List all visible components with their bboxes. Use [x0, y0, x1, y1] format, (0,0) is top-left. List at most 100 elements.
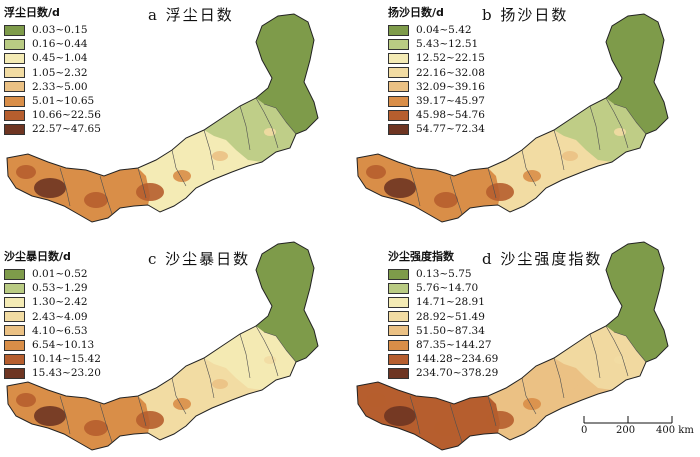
legend-item: 87.35~144.27	[388, 338, 498, 352]
legend-range-label: 0.13~5.75	[416, 268, 472, 281]
legend-swatch	[388, 311, 409, 323]
value-patch	[523, 398, 541, 410]
legend-item: 1.05~2.32	[4, 66, 101, 80]
scale-label-200: 200	[616, 425, 636, 436]
league-border	[255, 97, 279, 149]
league-border	[553, 357, 565, 399]
value-patch	[366, 165, 386, 179]
legend-range-label: 15.43~23.20	[32, 367, 101, 380]
legend-rows-b: 0.04~5.42 5.43~12.51 12.52~22.15 22.16~32.0…	[388, 23, 485, 137]
league-border	[605, 97, 629, 149]
legend-swatch	[4, 95, 25, 107]
legend-range-label: 12.52~22.15	[416, 52, 485, 65]
league-border	[99, 403, 113, 443]
map-panel-b: b 扬沙日数 扬沙日数/d 0.04~5.42 5.43~12.51 12.52~2…	[350, 0, 690, 225]
value-patch	[562, 379, 578, 389]
league-border	[171, 149, 187, 187]
league-border	[255, 325, 279, 377]
league-border	[487, 167, 497, 199]
north-zone	[606, 14, 668, 134]
legend-item: 144.28~234.69	[388, 352, 498, 366]
legend-rows-c: 0.01~0.52 0.53~1.29 1.30~2.42 2.43~4.09 4.10…	[4, 267, 101, 381]
legend-swatch	[388, 24, 409, 36]
value-patch	[264, 128, 276, 136]
map-panel-c: c 沙尘暴日数 沙尘暴日数/d 0.01~0.52 0.53~1.29 1.30~2…	[0, 228, 340, 453]
region-outline	[356, 241, 669, 451]
legend-item: 5.43~12.51	[388, 37, 485, 51]
legend-swatch	[4, 367, 25, 379]
league-border	[521, 377, 537, 415]
value-patch	[523, 170, 541, 182]
legend-range-label: 0.16~0.44	[32, 38, 88, 51]
legend-item: 4.10~6.53	[4, 324, 101, 338]
legend-range-label: 14.71~28.91	[416, 296, 485, 309]
east-zone	[554, 326, 646, 390]
league-border	[171, 377, 187, 415]
legend-swatch	[4, 24, 25, 36]
league-border	[263, 103, 287, 123]
league-border	[409, 395, 421, 435]
league-border	[239, 105, 251, 151]
league-border	[239, 333, 251, 379]
legend-item: 2.43~4.09	[4, 310, 101, 324]
scale-bar-line	[583, 416, 673, 424]
value-patch	[434, 192, 458, 208]
legend-item: 1.30~2.42	[4, 295, 101, 309]
legend-item: 6.54~10.13	[4, 338, 101, 352]
legend-item: 22.16~32.08	[388, 66, 485, 80]
legend-item: 5.01~10.65	[4, 94, 101, 108]
legend-a: 浮尘日数/d 0.03~0.15 0.16~0.44 0.45~1.04 1.05~2…	[4, 4, 101, 137]
league-border	[487, 395, 497, 427]
legend-item: 0.01~0.52	[4, 267, 101, 281]
league-border	[59, 167, 71, 207]
legend-swatch	[4, 52, 25, 64]
legend-item: 234.70~378.29	[388, 366, 498, 380]
legend-swatch	[4, 38, 25, 50]
legend-range-label: 4.10~6.53	[32, 324, 88, 337]
league-border	[285, 349, 297, 363]
legend-item: 51.50~87.34	[388, 324, 498, 338]
league-border	[59, 395, 71, 435]
region-map-d	[356, 241, 669, 451]
legend-item: 12.52~22.15	[388, 51, 485, 65]
west-zone	[357, 154, 500, 222]
legend-item: 0.16~0.44	[4, 37, 101, 51]
value-patch	[173, 170, 191, 182]
value-patch	[84, 420, 108, 436]
legend-c: 沙尘暴日数/d 0.01~0.52 0.53~1.29 1.30~2.42 2.43~…	[4, 248, 101, 381]
legend-swatch	[4, 339, 25, 351]
legend-range-label: 45.98~54.76	[416, 109, 485, 122]
legend-swatch	[388, 38, 409, 50]
legend-swatch	[4, 268, 25, 280]
panel-title-b: b 扬沙日数	[482, 6, 569, 24]
region-map-a	[6, 13, 319, 223]
west-zone	[7, 154, 150, 222]
value-patch	[212, 151, 228, 161]
legend-range-label: 1.05~2.32	[32, 66, 88, 79]
legend-swatch	[388, 325, 409, 337]
legend-swatch	[4, 109, 25, 121]
legend-item: 5.76~14.70	[388, 281, 498, 295]
scale-bar: 0 200 400 km	[578, 411, 694, 441]
north-zone	[256, 242, 318, 362]
legend-range-label: 0.45~1.04	[32, 52, 88, 65]
value-patch	[366, 393, 386, 407]
legend-range-label: 5.01~10.65	[32, 95, 95, 108]
legend-range-label: 51.50~87.34	[416, 324, 485, 337]
legend-swatch	[388, 296, 409, 308]
league-border	[203, 129, 215, 171]
league-border	[449, 175, 463, 215]
east-zone	[204, 98, 296, 162]
value-patch	[34, 178, 66, 198]
legend-swatch	[388, 123, 409, 135]
league-border	[605, 325, 629, 377]
legend-swatch	[4, 296, 25, 308]
legend-title-d: 沙尘强度指数	[388, 250, 454, 263]
legend-range-label: 5.76~14.70	[416, 282, 479, 295]
value-patch	[212, 379, 228, 389]
legend-item: 0.13~5.75	[388, 267, 498, 281]
value-patch	[264, 356, 276, 364]
panel-title-a: a 浮尘日数	[148, 6, 234, 24]
map-panel-a: a 浮尘日数 浮尘日数/d 0.03~0.15 0.16~0.44 0.45~1.0…	[0, 0, 340, 225]
value-patch	[16, 393, 36, 407]
